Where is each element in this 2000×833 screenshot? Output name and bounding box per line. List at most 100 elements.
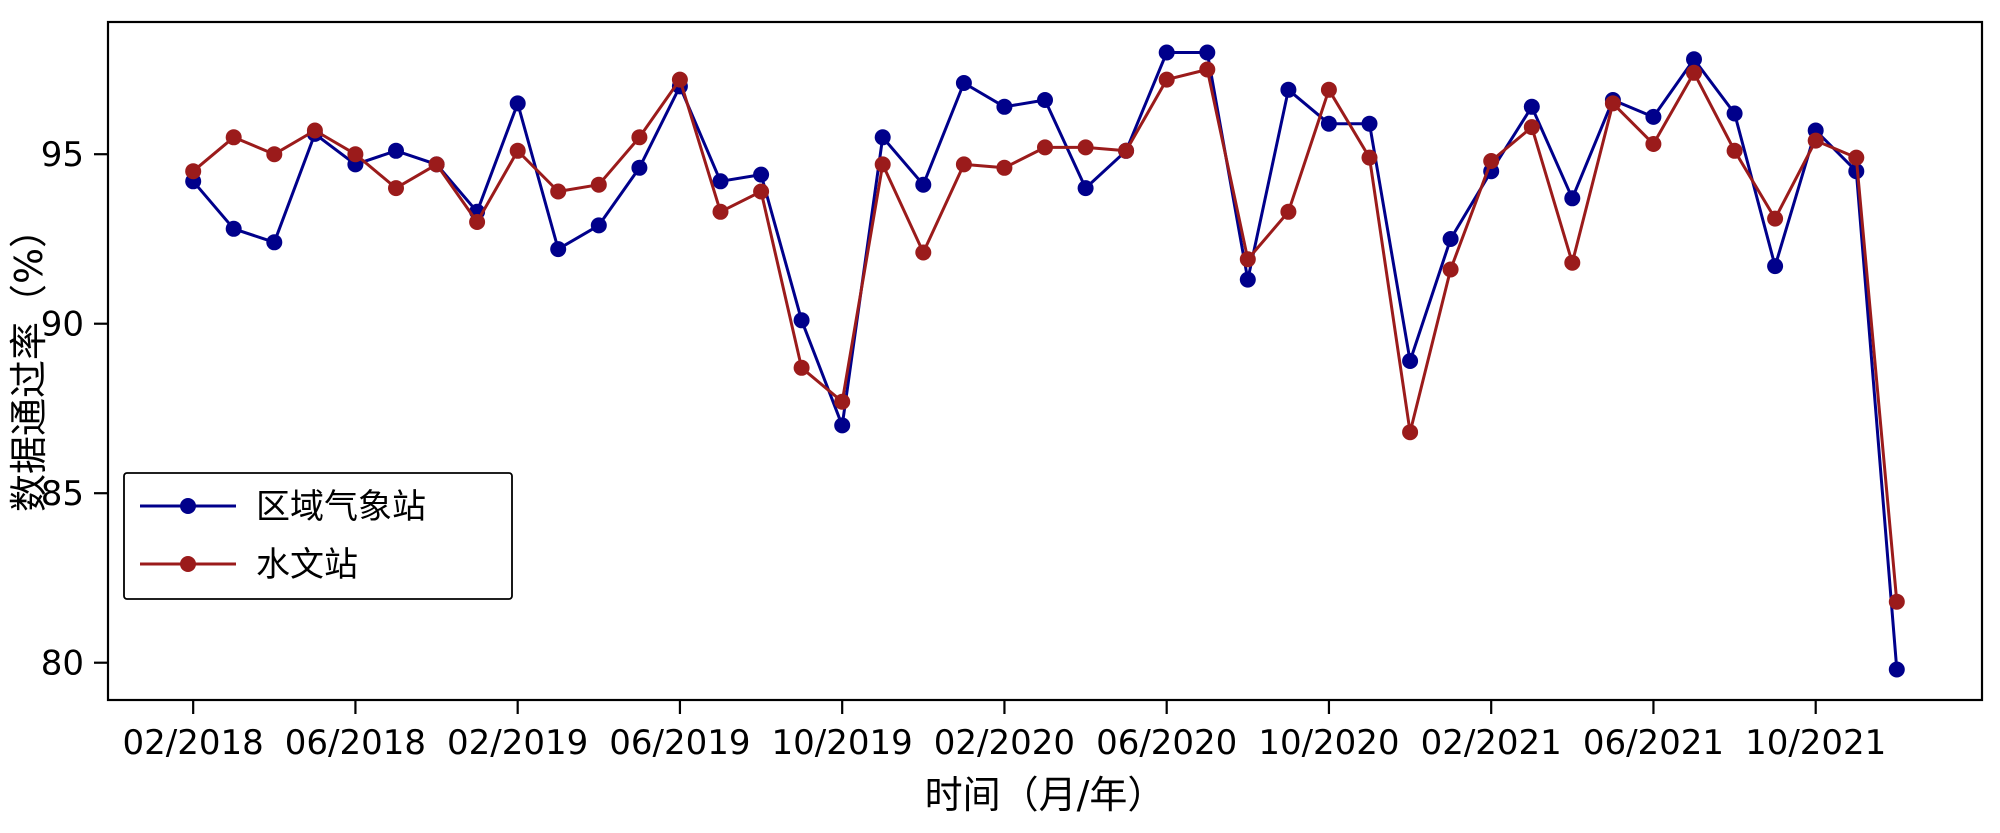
data-point-marker [306, 122, 323, 139]
data-point-marker [1726, 105, 1743, 122]
data-point-marker [1726, 142, 1743, 159]
data-point-marker [1361, 149, 1378, 166]
data-point-marker [550, 241, 567, 258]
plot-border [106, 20, 1984, 702]
data-point-marker [1077, 180, 1094, 197]
data-point-marker [1442, 231, 1459, 247]
data-point-marker [1888, 661, 1905, 678]
data-point-marker [1158, 44, 1175, 61]
x-tick-label: 10/2021 [1745, 723, 1886, 763]
data-point-marker [1320, 81, 1337, 98]
data-point-marker [996, 159, 1013, 176]
data-point-marker [1604, 95, 1621, 112]
data-point-marker [834, 417, 851, 434]
x-tick-label: 02/2020 [934, 723, 1075, 763]
data-point-marker [1686, 51, 1702, 68]
data-point-marker [1402, 424, 1419, 441]
data-point-marker [225, 220, 242, 237]
data-point-marker [1848, 149, 1865, 166]
data-point-marker [712, 203, 729, 220]
data-point-marker [915, 244, 932, 261]
data-point-marker [1077, 139, 1094, 156]
data-point-marker [1199, 44, 1216, 61]
data-point-marker [1361, 115, 1378, 132]
data-point-marker [1807, 132, 1824, 149]
x-tick-label: 02/2018 [123, 723, 264, 763]
data-point-marker [1564, 254, 1581, 271]
plot-area: 80 85 90 95 02/2018 06/2018 02/2019 06/2019 10/2… [41, 20, 1984, 763]
legend-sample-marker [180, 498, 196, 514]
data-point-marker [347, 146, 364, 163]
data-point-marker [590, 176, 607, 193]
y-axis-label: 数据通过率（%） [7, 210, 51, 512]
data-point-marker [1442, 261, 1459, 278]
data-point-marker [1239, 251, 1256, 268]
data-point-marker [1280, 203, 1297, 220]
data-point-marker [631, 159, 648, 176]
data-point-marker [793, 359, 810, 376]
x-tick-label: 02/2021 [1421, 723, 1562, 763]
y-tick-label: 80 [41, 644, 84, 684]
legend-label: 区域气象站 [256, 487, 426, 527]
data-point-marker [1118, 142, 1135, 159]
data-point-marker [1158, 71, 1175, 88]
data-point-marker [590, 217, 607, 234]
data-point-marker [1199, 61, 1216, 78]
data-point-marker [753, 183, 770, 200]
x-tick-label: 10/2020 [1258, 723, 1399, 763]
data-point-marker [712, 173, 729, 190]
data-point-marker [388, 142, 404, 159]
x-tick-label: 10/2019 [772, 723, 913, 763]
x-tick-label: 06/2021 [1583, 723, 1724, 763]
y-tick-label: 95 [41, 135, 84, 175]
data-point-marker [874, 156, 891, 173]
data-point-marker [874, 129, 891, 146]
x-tick-label: 02/2019 [447, 723, 588, 763]
data-point-marker [996, 98, 1013, 115]
y-tick-label: 90 [41, 305, 84, 345]
data-point-marker [428, 156, 445, 173]
data-point-marker [915, 176, 932, 193]
data-point-marker [1767, 258, 1784, 275]
data-point-marker [185, 163, 202, 180]
data-point-marker [469, 214, 486, 230]
x-tick-label: 06/2019 [609, 723, 750, 763]
y-tick-label: 85 [41, 474, 84, 514]
data-point-marker [1483, 153, 1500, 169]
x-axis-label: 时间（月/年） [925, 773, 1166, 817]
legend-label: 水文站 [256, 545, 358, 585]
data-point-marker [1037, 92, 1053, 108]
data-point-marker [1239, 271, 1256, 288]
x-tick-label: 06/2018 [285, 723, 426, 763]
data-point-marker [509, 95, 526, 112]
data-point-marker [388, 180, 404, 197]
data-point-marker [753, 166, 770, 183]
legend-sample-marker [180, 556, 196, 572]
data-point-marker [1767, 210, 1784, 227]
data-point-marker [793, 312, 810, 329]
data-point-marker [1645, 108, 1662, 125]
data-point-marker [509, 142, 526, 159]
data-point-marker [834, 393, 851, 410]
data-point-marker [1645, 136, 1662, 152]
data-point-marker [1523, 119, 1540, 136]
x-tick-label: 06/2020 [1096, 723, 1237, 763]
data-point-marker [955, 156, 972, 173]
data-point-marker [671, 71, 688, 88]
data-point-marker [1888, 593, 1905, 610]
data-point-marker [1523, 98, 1540, 115]
data-point-marker [631, 129, 648, 146]
data-point-marker [550, 183, 567, 200]
data-point-marker [1037, 139, 1053, 156]
data-point-marker [225, 129, 242, 146]
data-point-marker [1402, 353, 1419, 369]
data-point-marker [1686, 64, 1702, 81]
data-point-marker [1280, 81, 1297, 98]
data-point-marker [266, 146, 283, 163]
data-point-marker [1320, 115, 1337, 132]
data-point-marker [1564, 190, 1581, 207]
data-point-marker [955, 75, 972, 91]
